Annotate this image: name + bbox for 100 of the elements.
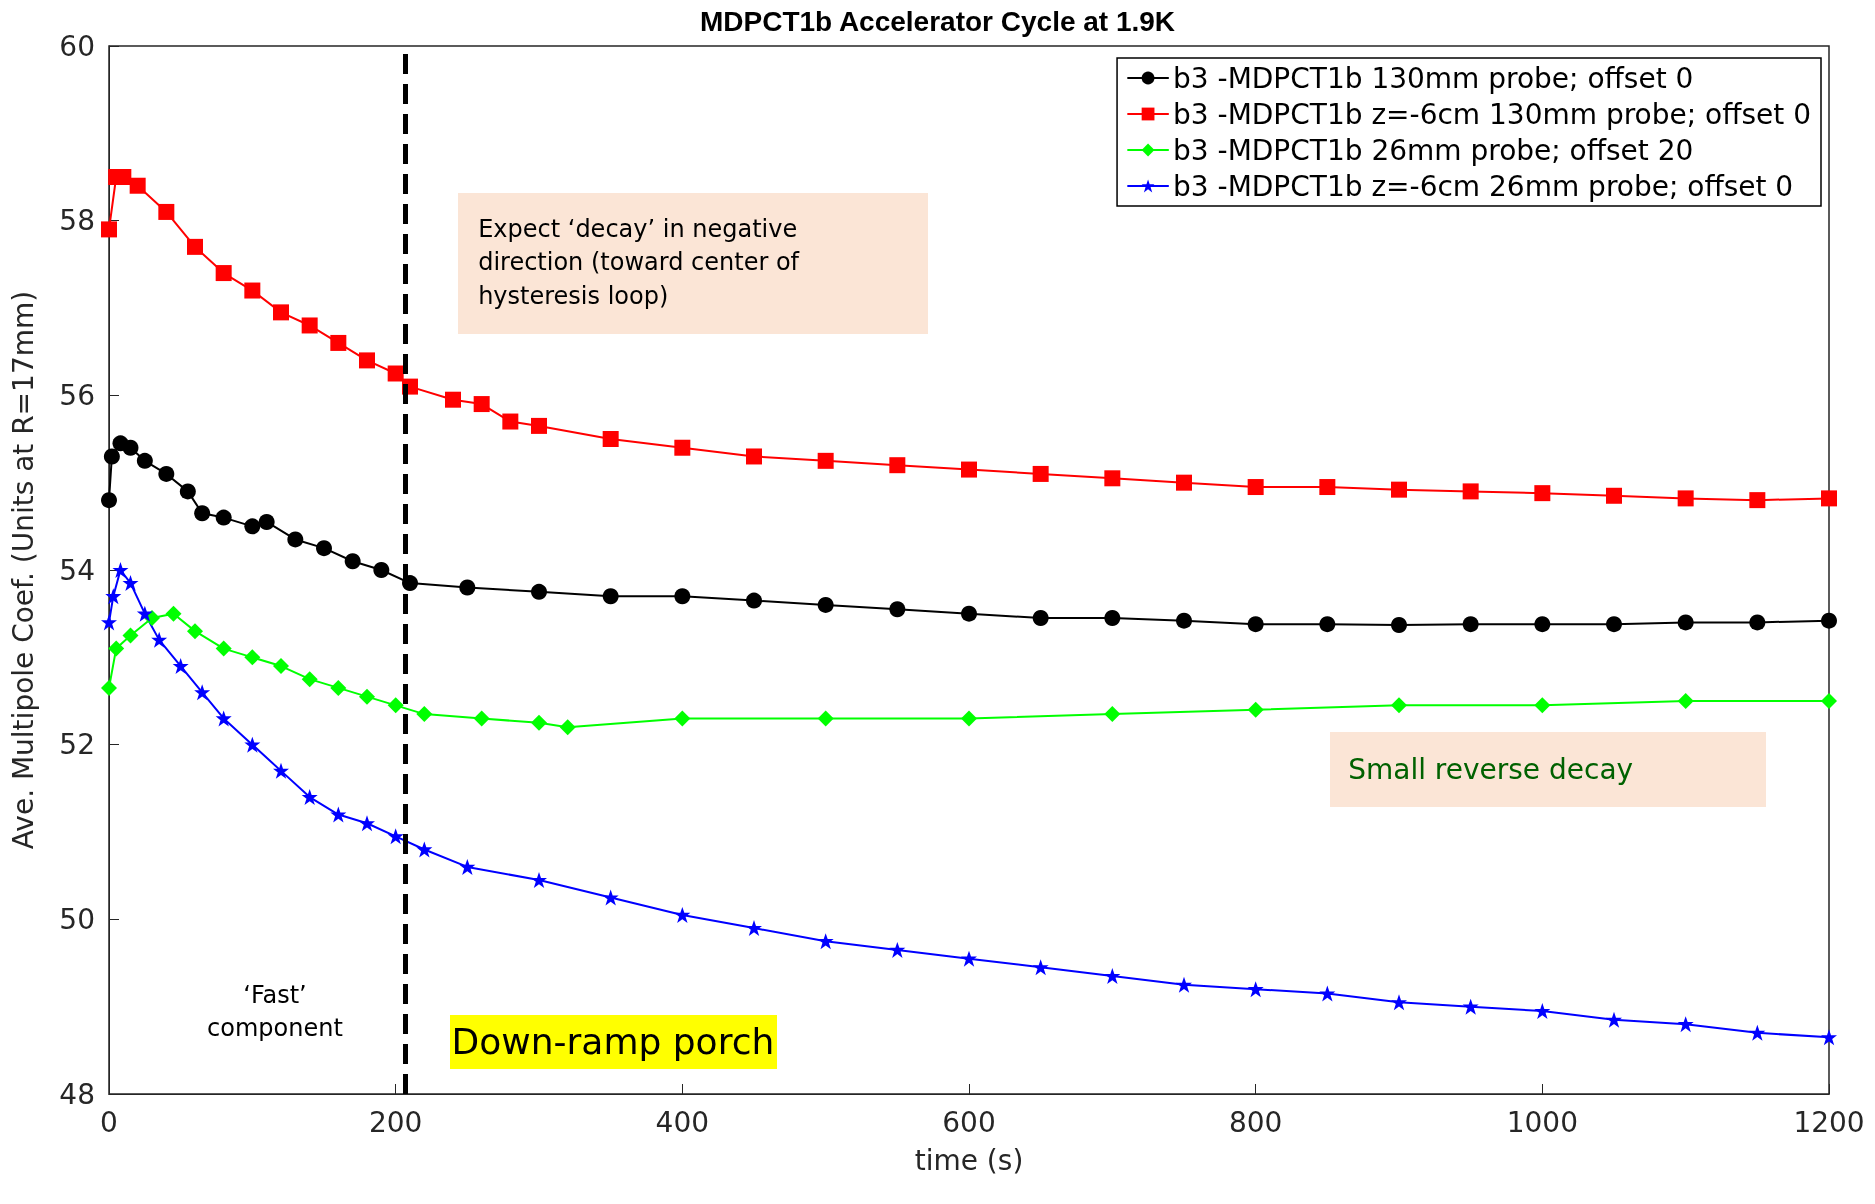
point — [136, 605, 153, 622]
point — [108, 640, 125, 657]
point — [244, 649, 261, 666]
point — [502, 413, 519, 430]
point — [194, 505, 211, 522]
point — [1749, 492, 1766, 509]
point — [359, 688, 375, 705]
point — [105, 588, 122, 605]
point — [889, 941, 906, 958]
point — [961, 710, 977, 727]
point — [1391, 697, 1407, 714]
point — [1319, 479, 1336, 496]
point — [1176, 612, 1192, 629]
point — [215, 640, 232, 657]
point — [103, 448, 120, 465]
point — [817, 710, 834, 727]
y-tick-label: 58 — [59, 204, 95, 238]
y-tick-label: 56 — [59, 378, 95, 412]
point — [1462, 616, 1479, 633]
point — [1104, 610, 1121, 627]
point — [301, 671, 318, 688]
point — [416, 706, 433, 723]
legend-label: b3 -MDPCT1b 130mm probe; offset 0 — [1173, 61, 1694, 95]
point — [101, 221, 117, 238]
point — [373, 562, 390, 578]
point — [1247, 616, 1264, 633]
point — [301, 789, 318, 806]
point — [1391, 994, 1407, 1011]
point — [1104, 470, 1121, 487]
point — [817, 933, 834, 950]
point — [1247, 701, 1264, 718]
x-tick-label: 0 — [100, 1105, 118, 1139]
point — [473, 396, 490, 413]
point — [1247, 479, 1264, 496]
point — [244, 282, 261, 299]
point — [187, 623, 203, 640]
point — [1677, 1016, 1694, 1033]
point — [1462, 998, 1479, 1015]
x-tick-label: 200 — [368, 1105, 423, 1139]
point — [122, 439, 139, 456]
point — [674, 439, 691, 456]
point — [244, 736, 261, 753]
point — [1606, 1011, 1622, 1028]
point — [817, 452, 834, 469]
point — [387, 365, 404, 382]
point — [273, 658, 289, 675]
point — [330, 806, 347, 823]
x-tick-label: 400 — [655, 1105, 710, 1139]
point — [961, 461, 977, 478]
point — [273, 304, 289, 321]
y-axis-title: Ave. Multipole Coef. (Units at R=17mm) — [6, 290, 40, 850]
point — [746, 920, 762, 937]
point — [445, 391, 461, 408]
point — [1821, 693, 1837, 709]
point — [674, 588, 691, 605]
point — [344, 553, 361, 570]
point — [746, 592, 762, 609]
point — [1462, 483, 1479, 500]
point — [129, 177, 146, 194]
point — [674, 906, 691, 923]
point — [122, 575, 139, 592]
point — [531, 417, 547, 434]
point — [961, 605, 977, 622]
point — [122, 627, 139, 644]
point — [187, 238, 203, 255]
x-tick-label: 800 — [1228, 1105, 1283, 1139]
point — [359, 352, 375, 369]
point — [387, 697, 404, 714]
point — [101, 679, 117, 696]
point — [287, 531, 304, 548]
point — [889, 457, 906, 474]
point — [1606, 616, 1622, 633]
point — [1032, 959, 1049, 976]
point — [1391, 481, 1407, 498]
point — [1534, 616, 1551, 633]
point — [1821, 490, 1837, 507]
point — [602, 431, 619, 447]
point — [602, 889, 619, 906]
point — [1176, 976, 1192, 993]
y-tick-label: 54 — [59, 553, 95, 587]
chart-title: MDPCT1b Accelerator Cycle at 1.9K — [699, 5, 1176, 37]
point — [330, 334, 347, 351]
point — [158, 203, 175, 220]
point — [316, 540, 332, 557]
point — [101, 492, 117, 509]
point — [1749, 1024, 1766, 1041]
point — [1247, 981, 1264, 998]
point — [273, 762, 289, 779]
point — [459, 858, 476, 875]
point — [1534, 697, 1551, 714]
point — [1104, 968, 1121, 985]
point — [416, 841, 433, 858]
point — [330, 679, 347, 696]
point — [889, 601, 906, 618]
point — [459, 579, 476, 596]
annotation: ‘Fast’ component — [206, 979, 344, 1045]
point — [531, 583, 547, 600]
point — [194, 684, 211, 701]
point — [258, 513, 275, 530]
point — [531, 714, 547, 731]
